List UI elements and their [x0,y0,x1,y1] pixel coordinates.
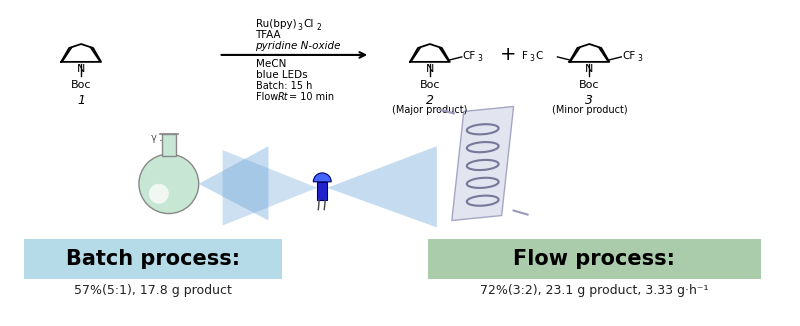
Text: 57%(5:1), 17.8 g product: 57%(5:1), 17.8 g product [74,284,232,297]
Text: N: N [426,64,434,74]
FancyBboxPatch shape [428,239,761,279]
Text: N: N [585,64,594,74]
Text: 3: 3 [586,94,594,107]
Circle shape [149,184,169,204]
Text: (Minor product): (Minor product) [551,105,627,114]
Text: Boc: Boc [71,80,91,90]
Text: Ru(bpy): Ru(bpy) [255,19,296,29]
Text: TFAA: TFAA [255,30,281,40]
FancyBboxPatch shape [318,182,327,200]
Text: Cl: Cl [303,19,314,29]
Text: F: F [522,51,527,61]
Text: +: + [499,45,516,65]
Wedge shape [314,173,331,182]
Text: 1: 1 [77,94,85,107]
Polygon shape [198,146,269,220]
Text: Boc: Boc [579,80,599,90]
Text: = 10 min: = 10 min [290,92,334,102]
Text: Batch process:: Batch process: [66,249,240,269]
Text: Batch: 15 h: Batch: 15 h [255,81,312,91]
Text: 2: 2 [316,23,321,32]
Text: 72%(3:2), 23.1 g product, 3.33 g·h⁻¹: 72%(3:2), 23.1 g product, 3.33 g·h⁻¹ [480,284,709,297]
Text: 3: 3 [478,54,482,63]
Text: Rt: Rt [278,92,288,102]
Polygon shape [452,107,514,220]
Text: 3: 3 [530,54,534,63]
Text: N: N [77,64,86,74]
Text: γ: γ [151,133,157,143]
Text: 3: 3 [298,23,302,32]
Text: CF: CF [622,51,635,61]
Polygon shape [222,150,318,226]
Circle shape [139,154,198,214]
Text: CF: CF [462,51,476,61]
Text: 2: 2 [426,94,434,107]
Text: 3: 3 [637,54,642,63]
Text: C: C [535,51,543,61]
Text: blue LEDs: blue LEDs [255,70,307,80]
Text: pyridine N-oxide: pyridine N-oxide [255,41,341,51]
Text: (Major product): (Major product) [392,105,467,114]
Polygon shape [327,146,437,228]
FancyBboxPatch shape [162,134,176,156]
FancyBboxPatch shape [24,239,282,279]
Text: Flow process:: Flow process: [514,249,675,269]
Text: Flow:: Flow: [255,92,284,102]
Text: MeCN: MeCN [255,59,286,69]
Text: Boc: Boc [420,80,440,90]
